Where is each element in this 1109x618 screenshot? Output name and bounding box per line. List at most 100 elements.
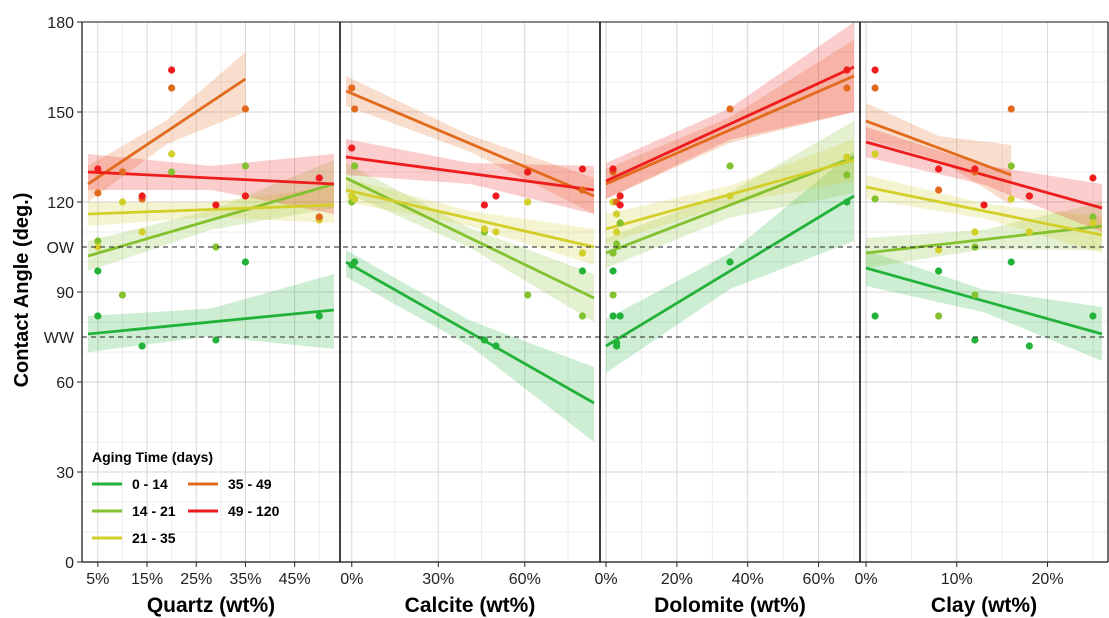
data-point: [118, 198, 127, 206]
data-point: [138, 192, 146, 200]
data-point: [524, 198, 532, 206]
data-point: [212, 336, 220, 344]
fit-line-0-14: [87, 308, 335, 336]
data-point: [492, 342, 500, 350]
data-point: [843, 198, 851, 206]
y-tick-label: 150: [47, 105, 74, 122]
x-tick-label: 60%: [803, 571, 835, 588]
confidence-band-49-120: [88, 154, 334, 214]
data-point: [871, 66, 879, 74]
data-point: [616, 201, 624, 209]
x-axis-label: Quartz (wt%): [147, 594, 275, 617]
x-axis-label: Clay (wt%): [931, 594, 1037, 617]
data-point: [1089, 312, 1097, 320]
x-tick-label: 15%: [131, 571, 163, 588]
x-tick-label: 0%: [854, 571, 877, 588]
data-point: [480, 336, 489, 344]
fit-line-49-120: [865, 140, 1103, 210]
data-point: [524, 168, 532, 176]
data-point: [843, 153, 851, 161]
data-point: [315, 312, 323, 320]
data-point: [1025, 228, 1033, 236]
data-point: [138, 342, 146, 350]
fit-line-14-21: [87, 182, 335, 258]
data-point: [351, 195, 359, 203]
fit-line-14-21: [605, 155, 855, 255]
data-point: [935, 246, 943, 254]
data-point: [351, 105, 359, 113]
x-tick-label: 30%: [422, 571, 454, 588]
data-point: [609, 312, 617, 320]
data-point: [980, 201, 988, 209]
data-point: [843, 66, 851, 74]
legend-item-label: 0 - 14: [132, 476, 168, 492]
data-point: [1007, 258, 1015, 266]
confidence-band-35-49: [866, 103, 1012, 205]
data-point: [94, 243, 102, 251]
confidence-band-14-21: [88, 160, 334, 271]
data-point: [1089, 174, 1097, 182]
y-tick-label: 60: [56, 375, 74, 392]
x-tick-label: 5%: [86, 571, 109, 588]
fit-line-35-49: [345, 89, 595, 198]
legend-item-label: 49 - 120: [228, 503, 280, 519]
data-point: [492, 228, 500, 236]
confidence-band-14-21: [346, 163, 594, 322]
data-point: [609, 267, 617, 275]
y-tick-label: 180: [47, 15, 74, 32]
data-point: [726, 162, 734, 170]
data-point: [843, 84, 851, 92]
data-point: [118, 168, 127, 176]
confidence-band-49-120: [346, 139, 594, 214]
fit-line-35-49: [865, 119, 1012, 177]
data-point: [971, 336, 979, 344]
legend-title: Aging Time (days): [92, 449, 213, 465]
data-point: [578, 165, 587, 173]
data-point: [492, 192, 500, 200]
data-point: [168, 150, 176, 158]
x-tick-label: 0%: [594, 571, 617, 588]
data-point: [609, 291, 617, 299]
data-point: [351, 162, 359, 170]
confidence-band-35-49: [606, 40, 854, 199]
data-point: [94, 312, 102, 320]
confidence-band-49-120: [866, 127, 1102, 232]
data-point: [935, 267, 943, 275]
legend-item-label: 35 - 49: [228, 476, 272, 492]
axes-layer: 0 30 60 90 120 150 180 OW WW 5% 15% 25% 35% 45%Quartz…: [44, 15, 1064, 617]
data-point: [351, 258, 359, 266]
data-point: [168, 168, 176, 176]
data-point: [971, 165, 979, 173]
reference-label-ww: WW: [44, 330, 75, 347]
data-point: [241, 192, 250, 200]
x-tick-label: 0%: [340, 571, 363, 588]
legend-item-label: 21 - 35: [132, 530, 176, 546]
fit-line-0-14: [605, 194, 855, 348]
data-point: [726, 258, 734, 266]
data-point: [1007, 105, 1015, 113]
data-point: [871, 84, 879, 92]
x-tick-label: 20%: [1032, 571, 1064, 588]
fit-line-0-14: [345, 260, 595, 405]
data-point: [578, 312, 587, 320]
confidence-band-35-49: [88, 52, 246, 202]
confidence-band-0-14: [866, 250, 1102, 361]
data-point: [480, 225, 489, 233]
data-point: [578, 186, 587, 194]
data-point: [971, 228, 979, 236]
confidence-band-21-35: [606, 139, 854, 244]
data-point: [138, 228, 146, 236]
data-point: [578, 267, 587, 275]
confidence-band-21-35: [88, 187, 334, 226]
data-point: [971, 291, 979, 299]
data-point: [871, 150, 879, 158]
data-point: [843, 171, 851, 179]
data-point: [94, 237, 102, 245]
x-axis-label: Calcite (wt%): [405, 594, 536, 617]
y-tick-label: 90: [56, 285, 74, 302]
data-point: [1007, 195, 1015, 203]
data-point: [212, 243, 220, 251]
y-tick-label: 120: [47, 195, 74, 212]
data-point: [168, 84, 176, 92]
